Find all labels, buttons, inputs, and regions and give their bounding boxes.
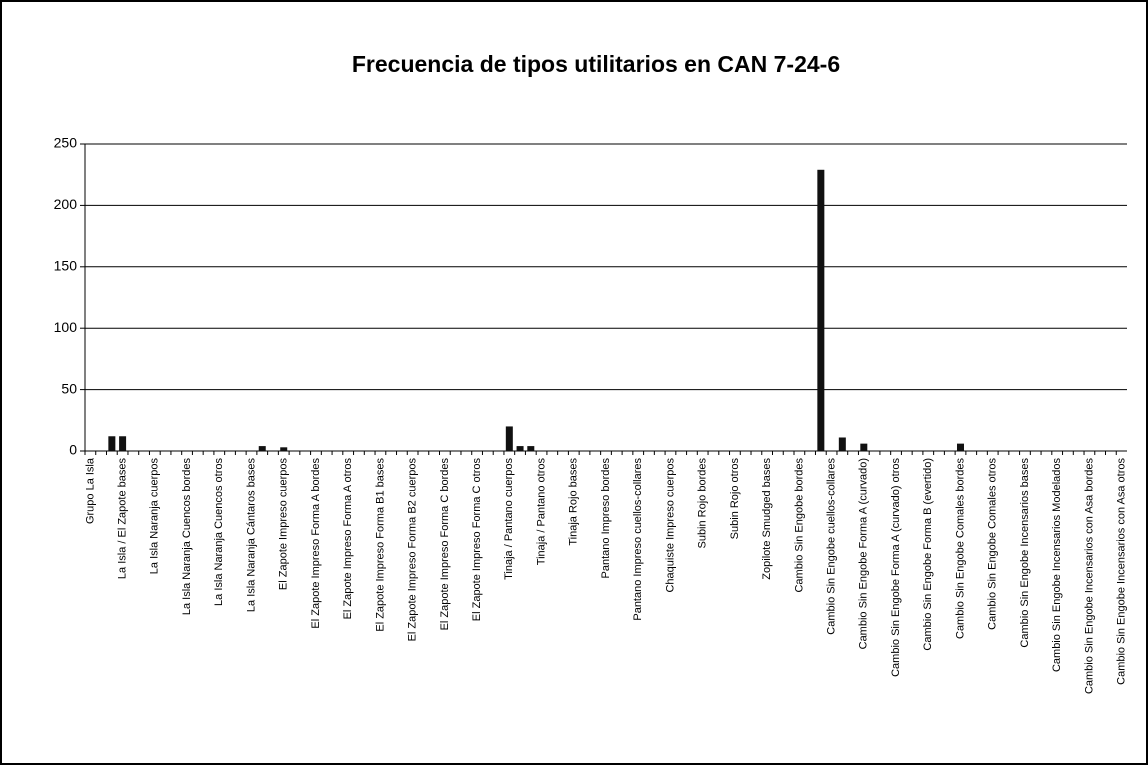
x-tick-label: La Isla Naranja Cántaros bases xyxy=(245,458,257,613)
x-tick-label: Subin Rojo otros xyxy=(729,458,741,540)
bar xyxy=(527,446,535,451)
y-tick-label: 200 xyxy=(54,196,78,212)
x-tick-label: Cambio Sin Engobe Comales otros xyxy=(987,458,999,630)
x-tick-label: Cambio Sin Engobe Incensarios Modelados xyxy=(1051,458,1063,673)
bar xyxy=(505,426,513,451)
x-tick-label: El Zapote Impreso Forma A otros xyxy=(342,458,354,620)
x-tick-label: Pantano Impreso bordes xyxy=(600,458,612,579)
x-tick-label: Grupo La Isla xyxy=(84,457,96,524)
x-tick-label: Cambio Sin Engobe Forma A (curvado) otro… xyxy=(890,458,902,677)
y-tick-label: 50 xyxy=(61,380,77,396)
x-tick-label: Chaquiste Impreso cuerpos xyxy=(664,458,676,593)
x-tick-label: La Isla Naranja Cuencos otros xyxy=(213,458,225,606)
chart-title: Frecuencia de tipos utilitarios en CAN 7… xyxy=(352,51,840,77)
bar xyxy=(108,436,116,451)
x-tick-label: La Isla Naranja Cuencos bordes xyxy=(181,458,193,616)
y-tick-label: 250 xyxy=(54,135,78,151)
x-tick-label: Tinaja / Pantano otros xyxy=(535,458,547,566)
x-tick-label: Cambio Sin Engobe Incensarios bases xyxy=(1019,458,1031,648)
x-tick-label: Tinaja Rojo bases xyxy=(568,458,580,546)
x-tick-label: Cambio Sin Engobe Forma B (evertido) xyxy=(922,458,934,651)
bar xyxy=(860,443,868,451)
x-tick-label: Zopilote Smudged bases xyxy=(761,458,773,580)
x-tick-label: El Zapote Impreso Forma B2 cuerpos xyxy=(407,458,419,642)
bar xyxy=(516,446,524,451)
y-tick-label: 150 xyxy=(54,258,78,274)
x-tick-label: El Zapote Impreso Forma C otros xyxy=(471,458,483,622)
bar xyxy=(838,437,846,451)
bar xyxy=(817,169,825,451)
bar xyxy=(119,436,127,451)
x-tick-label: El Zapote Impreso Forma C bordes xyxy=(439,458,451,631)
y-tick-label: 0 xyxy=(69,442,77,458)
x-tick-label: Cambio Sin Engobe cuellos-collares xyxy=(825,458,837,635)
x-tick-label: Cambio Sin Engobe Incensarios con Asa ot… xyxy=(1116,458,1128,685)
x-tick-label: Pantano Impreso cuellos-collares xyxy=(632,458,644,621)
x-tick-label: La Isla / El Zapote bases xyxy=(117,458,129,580)
x-tick-label: El Zapote Impreso cuerpos xyxy=(278,458,290,591)
x-tick-label: La Isla Naranja cuerpos xyxy=(149,458,161,575)
x-tick-label: Cambio Sin Engobe Incensarios con Asa bo… xyxy=(1083,458,1095,695)
y-tick-label: 100 xyxy=(54,319,78,335)
bar xyxy=(280,447,288,451)
x-tick-label: Cambio Sin Engobe Forma A (curvado) xyxy=(858,458,870,649)
bar xyxy=(956,443,964,451)
x-tick-label: El Zapote Impreso Forma B1 bases xyxy=(374,458,386,632)
x-tick-label: Tinaja / Pantano cuerpos xyxy=(503,458,515,580)
x-tick-label: Cambio Sin Engobe Comales bordes xyxy=(954,458,966,639)
bar xyxy=(258,446,266,451)
x-tick-label: Cambio Sin Engobe bordes xyxy=(793,458,805,593)
x-tick-label: El Zapote Impreso Forma A bordes xyxy=(310,458,322,629)
x-tick-label: Subin Rojo bordes xyxy=(697,458,709,549)
